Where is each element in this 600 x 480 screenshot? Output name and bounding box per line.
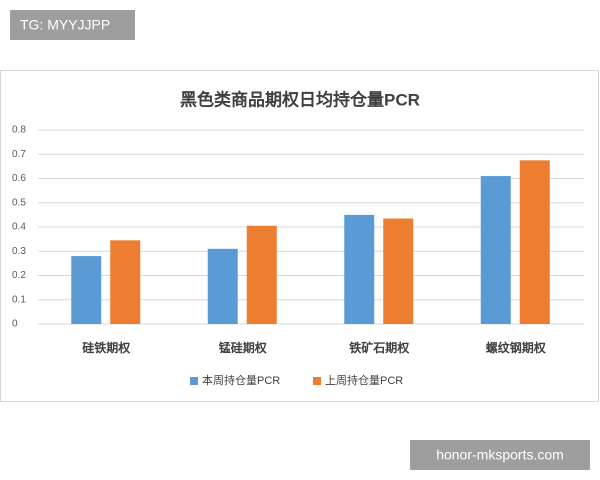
y-tick-label: 0: [12, 319, 18, 330]
y-tick-label: 0.4: [12, 222, 26, 233]
legend-swatch: [190, 377, 198, 385]
y-tick-label: 0.7: [12, 149, 26, 160]
y-tick-label: 0.8: [12, 125, 26, 136]
y-tick-label: 0.1: [12, 294, 26, 305]
watermark-box: [10, 10, 135, 40]
watermark: honor-mksports.com: [436, 447, 564, 463]
y-tick-label: 0.5: [12, 197, 26, 208]
bar: [519, 160, 550, 324]
x-tick-label: 锰硅期权: [219, 340, 268, 355]
y-tick-label: 0.3: [12, 246, 26, 257]
bar: [344, 214, 375, 324]
x-tick-label: 螺纹钢期权: [486, 340, 547, 355]
bar: [110, 240, 141, 324]
y-tick-label: 0.6: [12, 173, 26, 184]
bar: [383, 218, 414, 324]
watermark-box: [410, 440, 590, 470]
x-tick-label: 硅铁期权: [82, 340, 131, 355]
bar: [207, 248, 238, 324]
legend-label: 本周持仓量PCR: [202, 373, 280, 387]
watermark: TG: MYYJJPP: [20, 17, 110, 33]
chart-title: 黑色类商品期权日均持仓量PCR: [180, 89, 420, 109]
bar: [246, 225, 277, 324]
y-tick-label: 0.2: [12, 270, 26, 281]
legend-label: 上周持仓量PCR: [325, 373, 403, 387]
bar: [480, 176, 511, 324]
x-tick-label: 铁矿石期权: [349, 340, 410, 355]
bar: [71, 256, 102, 324]
legend-swatch: [313, 377, 321, 385]
